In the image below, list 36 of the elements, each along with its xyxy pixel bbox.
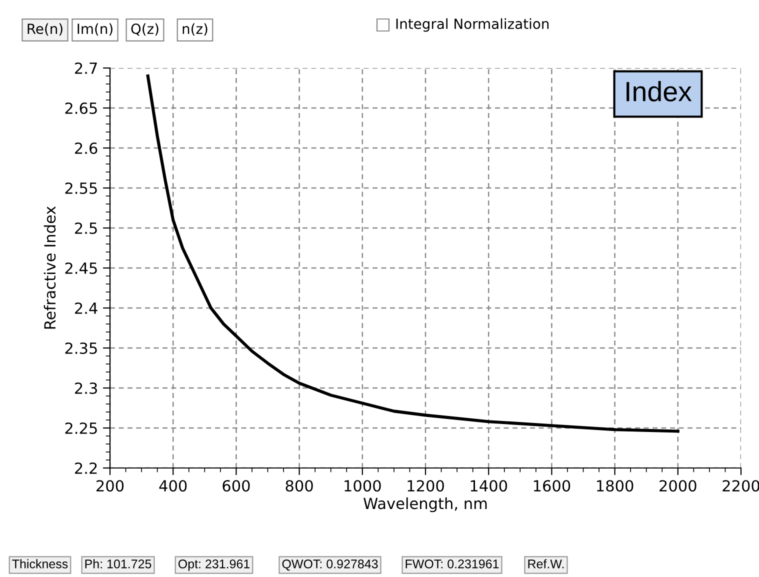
x-tick-label: 1000 bbox=[344, 480, 381, 492]
x-tick-label: 1200 bbox=[408, 480, 444, 492]
text: Ph: 101.725 bbox=[85, 559, 152, 568]
y-tick-label: 2.65 bbox=[65, 102, 97, 114]
text: n(z) bbox=[182, 23, 208, 36]
y-tick-label: 2.35 bbox=[65, 342, 97, 354]
x-tick-label: 200 bbox=[96, 480, 124, 492]
y-tick-label: 2.4 bbox=[75, 302, 98, 314]
text: Q(z) bbox=[131, 23, 158, 36]
text: Thickness bbox=[12, 559, 68, 568]
y-tick-label: 2.5 bbox=[75, 222, 97, 234]
text: Integral Normalization bbox=[396, 18, 549, 32]
y-tick-label: 2.45 bbox=[65, 262, 97, 274]
y-tick-label: 2.6 bbox=[75, 142, 98, 154]
text: Im(n) bbox=[78, 23, 112, 36]
x-tick-label: 400 bbox=[159, 480, 187, 492]
x-tick-label: 1600 bbox=[534, 480, 570, 492]
y-tick-label: 2.3 bbox=[75, 382, 97, 394]
x-tick-label: 600 bbox=[222, 480, 250, 492]
y-tick-label: 2.2 bbox=[75, 462, 97, 474]
x-tick-label: 1800 bbox=[597, 480, 634, 492]
annotation: Index bbox=[626, 81, 692, 102]
text: Opt: 231.961 bbox=[178, 560, 250, 571]
x-tick-label: 800 bbox=[286, 480, 313, 492]
y-tick-label: 2.7 bbox=[75, 62, 97, 74]
x-tick-label: 2000 bbox=[660, 480, 696, 492]
text: Re(n) bbox=[28, 23, 62, 36]
text: QWOT: 0.927843 bbox=[282, 560, 378, 571]
y-tick-label: 2.55 bbox=[65, 182, 97, 194]
y-tick-label: 2.25 bbox=[65, 422, 97, 434]
x-tick-label: 1400 bbox=[470, 480, 508, 492]
text: FWOT: 0.231961 bbox=[406, 560, 499, 568]
y-axis-title: Refractive Index bbox=[44, 206, 56, 329]
x-axis-title: Wavelength, nm bbox=[364, 497, 487, 512]
text: Ref.W. bbox=[528, 559, 564, 568]
x-tick-label: 2200 bbox=[722, 480, 759, 492]
